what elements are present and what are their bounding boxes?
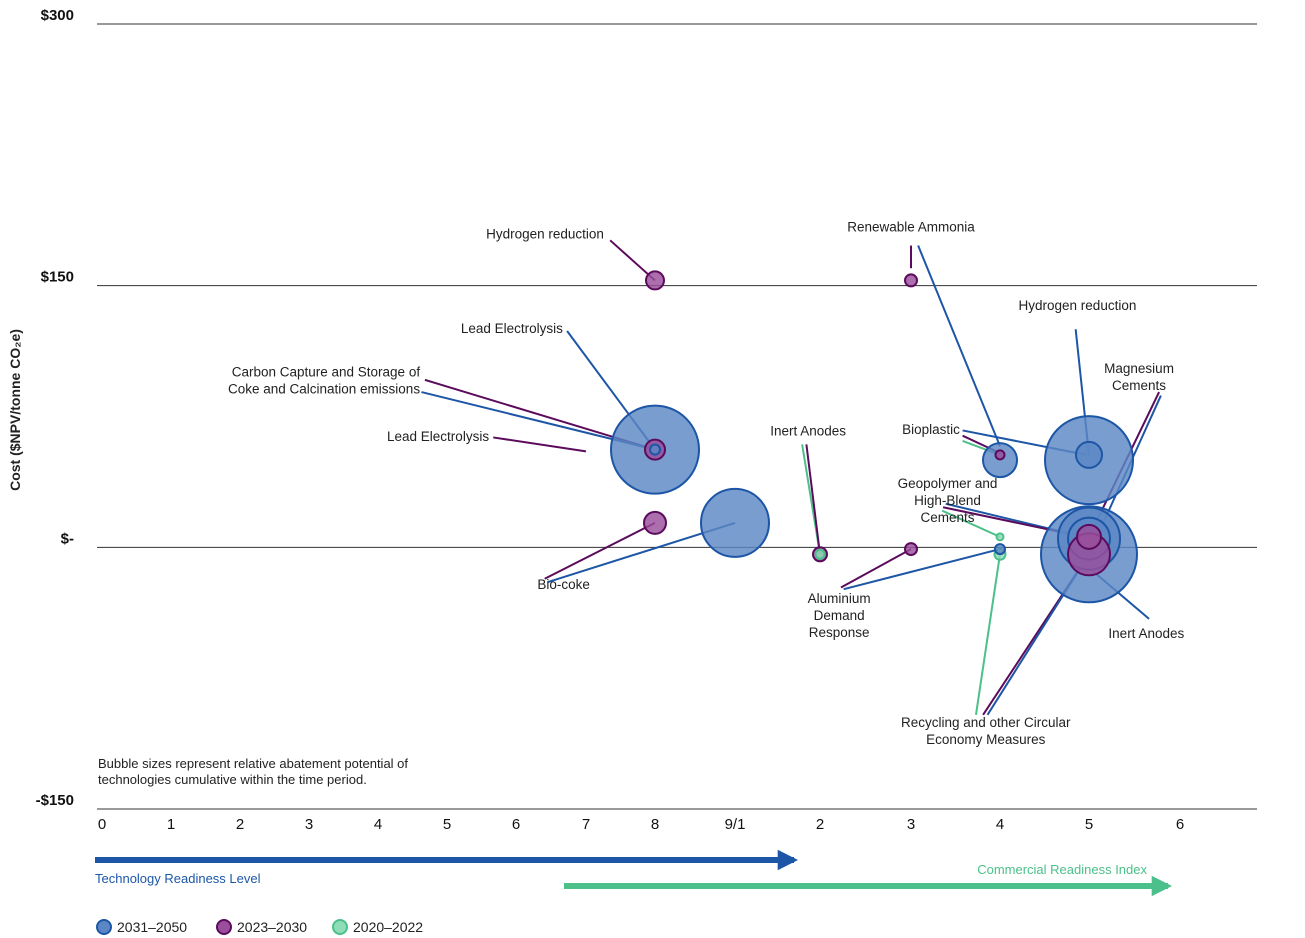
x-tick-label: 4 [374,816,382,833]
annotation-label: Aluminium Demand Response [808,591,871,640]
bubble-2031-2050 [994,543,1006,556]
annotation-line: Hydrogen reduction [486,227,604,242]
x-tick-layer: 0 1 2 3 4 5 6 7 8 9/1 2 3 4 5 6 [98,816,1184,833]
y-tick-layer: $300 $150 $- -$150 [36,7,74,809]
annotation-label: Geopolymer and High-Blend Cements [898,476,998,525]
annotation-label: Hydrogen reduction [1019,298,1137,313]
y-tick-label: $300 [41,7,74,24]
x-tick-label: 4 [996,816,1004,833]
leader-line [917,245,1001,447]
annotation-line: Bio-coke [537,577,590,592]
trl-scale: Technology Readiness Level [95,849,799,886]
annotation-line: Inert Anodes [1108,626,1184,641]
annotation-line: Lead Electrolysis [387,429,489,444]
y-tick-label: $- [61,530,74,547]
annotation-line: Inert Anodes [770,424,846,439]
annotation-line: Carbon Capture and Storage of [232,364,421,379]
x-tick-label: 6 [1176,816,1184,833]
legend: 2031–2050 2023–2030 2020–2022 [96,919,423,935]
legend-label: 2023–2030 [237,919,307,935]
x-tick-label: 9/1 [725,816,746,833]
x-tick-label: 8 [651,816,659,833]
annotation-line: Cements [920,510,974,525]
x-tick-label: 2 [236,816,244,833]
x-tick-label: 3 [907,816,915,833]
note-line: Bubble sizes represent relative abatemen… [98,756,408,771]
annotation-line: Cements [1112,378,1166,393]
annotation-label: Hydrogen reduction [486,227,604,242]
leader-line [840,548,912,589]
annotation-label: Magnesium Cements [1104,361,1174,393]
annotation-line: Geopolymer and [898,476,998,491]
cri-scale: Commercial Readiness Index [564,862,1173,897]
leader-line [609,239,656,282]
x-axis-note: Bubble sizes represent relative abatemen… [98,756,408,787]
leader-line [544,522,656,580]
bubble-2023-2030 [904,273,918,288]
annotation-line: Magnesium [1104,361,1174,376]
bubble-2023-2030 [643,510,667,535]
y-tick-label: $150 [41,269,74,286]
legend-swatch [96,919,112,935]
x-tick-label: 6 [512,816,520,833]
annotation-line: Lead Electrolysis [461,321,563,336]
annotation-label: Inert Anodes [1108,626,1184,641]
annotation-line: Aluminium [808,591,871,606]
leader-line [843,548,1001,591]
annotation-line: Recycling and other Circular [901,715,1071,730]
leader-line [941,509,1001,538]
cri-label: Commercial Readiness Index [977,862,1147,877]
annotation-line: Coke and Calcination emissions [228,381,420,396]
annotation-label: Renewable Ammonia [847,220,975,235]
x-tick-label: 7 [582,816,590,833]
grid-layer [97,23,1257,810]
x-tick-label: 1 [167,816,175,833]
x-tick-label: 2 [816,816,824,833]
y-tick-label: -$150 [36,792,74,809]
bubble-2023-2030 [904,542,918,557]
bubble-2020-2022 [995,532,1005,542]
bubble-2031-2050 [1075,440,1103,469]
x-tick-label: 0 [98,816,106,833]
bubble-layer [610,270,1138,604]
annotation-label: Bioplastic [902,422,960,437]
annotation-label: Lead Electrolysis [461,321,563,336]
annotation-line: Hydrogen reduction [1019,298,1137,313]
x-tick-label: 5 [443,816,451,833]
x-tick-label: 3 [305,816,313,833]
leader-line [805,444,821,555]
leader-line [493,436,587,453]
bubble-2023-2030 [1076,523,1102,550]
annotation-label: Recycling and other Circular Economy Meas… [901,715,1071,747]
annotation-label: Inert Anodes [770,424,846,439]
annotation-layer: Hydrogen reduction Renewable Ammonia Hydro… [228,220,1184,747]
legend-swatch [332,919,348,935]
annotation-label: Bio-coke [537,577,590,592]
bubble-2031-2050 [649,443,661,456]
y-axis-label: Cost ($NPV/tonne CO₂e) [7,329,23,491]
legend-swatch [216,919,232,935]
annotation-label: Carbon Capture and Storage of Coke and Ca… [228,364,420,396]
bubble-2023-2030 [645,270,665,291]
bubble-2031-2050 [700,487,770,558]
annotation-line: Demand [814,608,865,623]
leader-line [974,554,1001,715]
bubble-size-note: Bubble sizes represent relative abatemen… [98,756,408,787]
legend-label: 2020–2022 [353,919,423,935]
annotation-line: Bioplastic [902,422,960,437]
x-tick-label: 5 [1085,816,1093,833]
annotation-line: Renewable Ammonia [847,220,975,235]
note-line: technologies cumulative within the time … [98,772,367,787]
annotation-line: High-Blend [914,493,981,508]
annotation-line: Economy Measures [926,732,1046,747]
bubble-2023-2030 [994,449,1006,461]
annotation-line: Response [809,625,870,640]
bubble-2020-2022 [814,548,826,560]
legend-label: 2031–2050 [117,919,187,935]
trl-label: Technology Readiness Level [95,871,261,886]
annotation-label: Lead Electrolysis [387,429,489,444]
